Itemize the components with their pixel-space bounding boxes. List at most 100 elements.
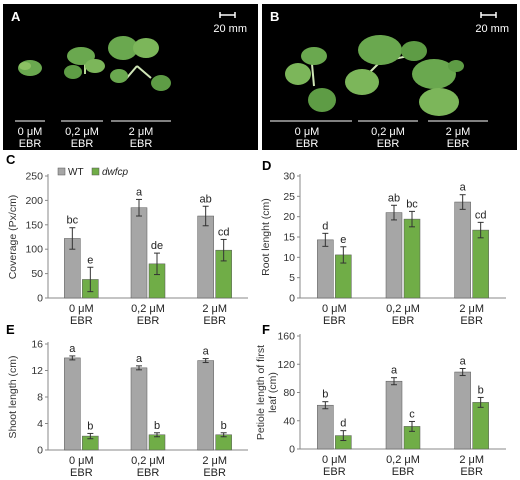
significance-letter: de <box>151 240 163 252</box>
bar-wt <box>385 212 403 299</box>
y-axis-label-line2: leaf (cm) <box>267 372 279 413</box>
group-label-line1: 2 μM <box>129 126 154 138</box>
bar-dwfcp <box>472 402 489 450</box>
photo-panel-a-drawing: A 20 mm 0 μM EBR 0,2 μM EBR <box>11 9 247 150</box>
scale-label: 20 mm <box>213 23 247 35</box>
y-axis-label: Shoot length (cm) <box>7 356 19 439</box>
panel-letter-f: F <box>262 322 270 337</box>
y-tick-label: 80 <box>283 387 295 399</box>
y-tick-label: 30 <box>283 171 295 183</box>
bar-dwfcp <box>403 218 421 299</box>
significance-letter: cd <box>475 209 487 221</box>
x-tick-label-line2: EBR <box>460 466 483 478</box>
legend-swatch-wt <box>57 167 66 176</box>
group-label-line1: 0,2 μM <box>65 126 99 138</box>
x-tick-label: 0,2 μM <box>386 303 420 315</box>
significance-letter: a <box>460 182 467 194</box>
y-tick-label: 4 <box>37 418 43 430</box>
y-tick-label: 10 <box>283 252 295 264</box>
bar-wt <box>130 207 148 299</box>
x-tick-label-line2: EBR <box>70 315 93 327</box>
scale-label: 20 mm <box>475 23 509 35</box>
group-label-line2: EBR <box>377 138 400 150</box>
group-label-line2: EBR <box>71 138 94 150</box>
group-label-line2: EBR <box>296 138 319 150</box>
group-label-line1: 2 μM <box>446 126 471 138</box>
plant-image-0 <box>285 47 336 112</box>
y-tick-label: 250 <box>25 171 43 183</box>
x-tick-label: 0,2 μM <box>131 455 165 467</box>
significance-letter: a <box>460 355 467 367</box>
legend-swatch-dwfcp <box>91 167 100 176</box>
y-axis-label: Coverage (Px/cm) <box>7 195 19 280</box>
y-tick-label: 200 <box>25 195 43 207</box>
y-tick-label: 50 <box>31 268 43 280</box>
y-tick-label: 15 <box>283 232 295 244</box>
y-tick-label: 0 <box>289 293 295 305</box>
x-tick-label: 0 μM <box>322 303 347 315</box>
plant-image-0 <box>18 60 42 76</box>
photo-panel-b: B 20 mm <box>262 4 517 150</box>
photo-panel-a: A 20 mm 0 μM EBR 0,2 μM EBR <box>3 4 258 150</box>
significance-letter: a <box>391 365 398 377</box>
plant-image-2 <box>412 59 464 116</box>
plant-image-1 <box>345 35 427 95</box>
y-tick-label: 20 <box>283 211 295 223</box>
group-label-line2: EBR <box>130 138 153 150</box>
significance-letter: b <box>478 384 484 396</box>
x-tick-label-line2: EBR <box>137 315 160 327</box>
y-tick-label: 25 <box>283 191 295 203</box>
y-tick-label: 0 <box>37 293 43 305</box>
significance-letter: e <box>340 234 346 246</box>
significance-letter: b <box>221 420 227 432</box>
group-label-line1: 0,2 μM <box>371 126 405 138</box>
bar-wt <box>197 215 214 299</box>
x-tick-label: 0 μM <box>322 454 347 466</box>
x-tick-label-line2: EBR <box>323 466 346 478</box>
significance-letter: bc <box>406 198 418 210</box>
y-tick-label: 16 <box>31 339 43 351</box>
y-tick-label: 0 <box>289 444 295 456</box>
group-label-line1: 0 μM <box>18 126 43 138</box>
significance-letter: d <box>340 418 346 430</box>
y-tick-label: 40 <box>283 415 295 427</box>
panel-letter-a: A <box>11 9 21 24</box>
significance-letter: a <box>136 186 143 198</box>
significance-letter: d <box>322 220 328 232</box>
significance-letter: a <box>203 346 210 358</box>
bar-wt <box>130 367 148 451</box>
panel-letter-b: B <box>270 9 279 24</box>
x-tick-label: 2 μM <box>459 454 484 466</box>
significance-letter: bc <box>67 215 79 227</box>
bar-wt <box>317 239 334 299</box>
x-tick-label: 0,2 μM <box>386 454 420 466</box>
group-label-line2: EBR <box>447 138 470 150</box>
y-axis-label: Root lenght (cm) <box>260 198 272 276</box>
bar-wt <box>454 371 471 450</box>
bar-wt <box>454 201 471 299</box>
significance-letter: b <box>154 420 160 432</box>
y-tick-label: 150 <box>25 219 43 231</box>
x-tick-label: 0 μM <box>69 455 94 467</box>
significance-letter: e <box>87 254 93 266</box>
significance-letter: a <box>69 343 76 355</box>
y-tick-label: 160 <box>277 331 295 343</box>
significance-letter: b <box>322 389 328 401</box>
significance-letter: a <box>136 353 143 365</box>
panel-letter-d: D <box>262 158 271 173</box>
x-tick-label-line2: EBR <box>203 315 226 327</box>
x-tick-label-line2: EBR <box>203 467 226 479</box>
significance-letter: cd <box>218 226 230 238</box>
group-label-line1: 0 μM <box>295 126 320 138</box>
significance-letter: ab <box>388 192 400 204</box>
y-tick-label: 120 <box>277 359 295 371</box>
bar-dwfcp <box>472 229 489 299</box>
y-tick-label: 5 <box>289 272 295 284</box>
panel-letter-c: C <box>6 152 16 167</box>
panel-letter-e: E <box>6 322 15 337</box>
significance-letter: b <box>87 420 93 432</box>
x-tick-label-line2: EBR <box>392 466 415 478</box>
x-tick-label-line2: EBR <box>460 315 483 327</box>
y-axis-label: Petiole length of first <box>255 345 267 440</box>
